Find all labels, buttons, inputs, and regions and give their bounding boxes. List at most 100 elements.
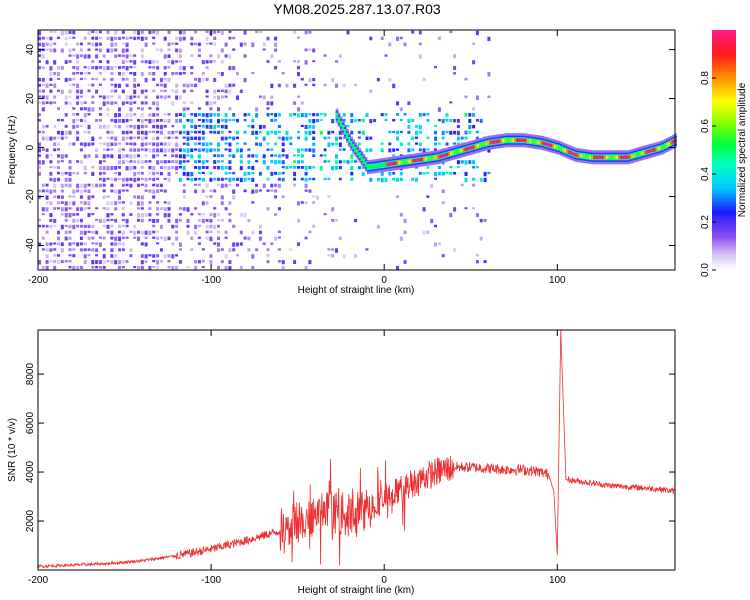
noise-cell <box>144 230 148 235</box>
snr-x-label: Height of straight line (km) <box>298 585 415 596</box>
noise-cell <box>239 42 243 47</box>
noise-cell <box>277 230 281 233</box>
noise-cell <box>175 83 179 88</box>
noise-cell <box>190 113 194 116</box>
noise-cell <box>274 119 278 122</box>
noise-cell <box>251 72 255 75</box>
noise-cell <box>312 195 316 198</box>
noise-cell <box>411 119 415 122</box>
noise-cell <box>137 136 140 139</box>
noise-cell <box>201 160 205 165</box>
noise-cell <box>133 154 137 159</box>
noise-cell <box>178 130 182 135</box>
noise-cell <box>156 254 160 258</box>
noise-cell <box>110 183 114 187</box>
noise-cell <box>483 218 487 222</box>
ridge-core <box>431 156 434 160</box>
noise-cell <box>297 242 300 246</box>
noise-cell <box>228 183 232 186</box>
noise-cell <box>45 154 49 159</box>
noise-cell <box>175 130 179 133</box>
noise-cell <box>312 77 316 82</box>
noise-cell <box>163 95 167 100</box>
noise-cell <box>133 177 137 183</box>
ridge-core <box>537 140 540 145</box>
noise-cell <box>205 124 209 129</box>
noise-cell <box>338 142 342 147</box>
noise-cell <box>217 95 220 100</box>
noise-cell <box>380 36 384 41</box>
noise-cell <box>110 136 114 140</box>
noise-cell <box>110 72 114 76</box>
noise-cell <box>41 42 45 47</box>
noise-cell <box>49 224 53 229</box>
noise-cell <box>434 224 437 228</box>
noise-cell <box>274 195 278 199</box>
noise-cell <box>118 36 121 41</box>
noise-cell <box>396 177 399 182</box>
noise-cell <box>125 189 129 192</box>
noise-cell <box>205 183 209 188</box>
noise-cell <box>251 119 255 123</box>
noise-cell <box>129 142 133 146</box>
noise-cell <box>178 207 182 210</box>
noise-cell <box>479 119 483 123</box>
noise-cell <box>232 66 236 71</box>
noise-cell <box>129 72 133 75</box>
noise-cell <box>133 171 137 177</box>
noise-cell <box>236 242 239 247</box>
ridge-core <box>470 145 474 150</box>
ridge-core <box>603 155 607 160</box>
noise-cell <box>129 254 133 257</box>
noise-cell <box>190 89 194 93</box>
noise-cell <box>83 142 87 147</box>
ridge-core <box>612 155 615 160</box>
noise-cell <box>251 154 255 158</box>
y-tick-label: 40 <box>25 44 36 56</box>
noise-cell <box>57 166 60 169</box>
noise-cell <box>83 154 87 159</box>
noise-cell <box>110 254 114 258</box>
noise-cell <box>293 166 297 169</box>
noise-cell <box>98 183 102 188</box>
noise-cell <box>197 177 201 181</box>
noise-cell <box>38 130 41 133</box>
noise-cell <box>95 66 99 70</box>
noise-cell <box>118 236 121 242</box>
noise-cell <box>201 119 205 123</box>
noise-cell <box>72 77 76 81</box>
ridge-core <box>666 143 669 147</box>
noise-cell <box>335 166 338 170</box>
ridge-core <box>506 138 509 142</box>
noise-cell <box>106 124 110 130</box>
noise-cell <box>121 248 125 252</box>
noise-cell <box>388 148 392 153</box>
noise-cell <box>79 54 83 57</box>
noise-cell <box>110 154 114 159</box>
noise-cell <box>243 189 247 193</box>
noise-cell <box>41 107 45 112</box>
noise-cell <box>60 48 64 53</box>
noise-cell <box>121 77 125 81</box>
noise-cell <box>114 89 118 93</box>
noise-cell <box>38 224 41 228</box>
noise-cell <box>201 201 205 206</box>
noise-cell <box>205 30 209 34</box>
noise-cell <box>205 230 209 234</box>
ridge-core <box>616 155 619 160</box>
noise-cell <box>171 254 175 259</box>
noise-cell <box>224 171 228 175</box>
noise-cell <box>76 183 80 189</box>
noise-cell <box>137 183 140 188</box>
noise-cell <box>407 124 411 129</box>
noise-cell <box>277 177 281 181</box>
noise-cell <box>129 201 133 206</box>
noise-cell <box>209 213 213 217</box>
noise-cell <box>205 89 209 93</box>
noise-cell <box>262 183 266 188</box>
noise-cell <box>79 183 83 188</box>
noise-cell <box>72 213 76 216</box>
noise-cell <box>213 77 217 82</box>
ridge-core <box>670 141 673 145</box>
noise-cell <box>121 154 125 159</box>
